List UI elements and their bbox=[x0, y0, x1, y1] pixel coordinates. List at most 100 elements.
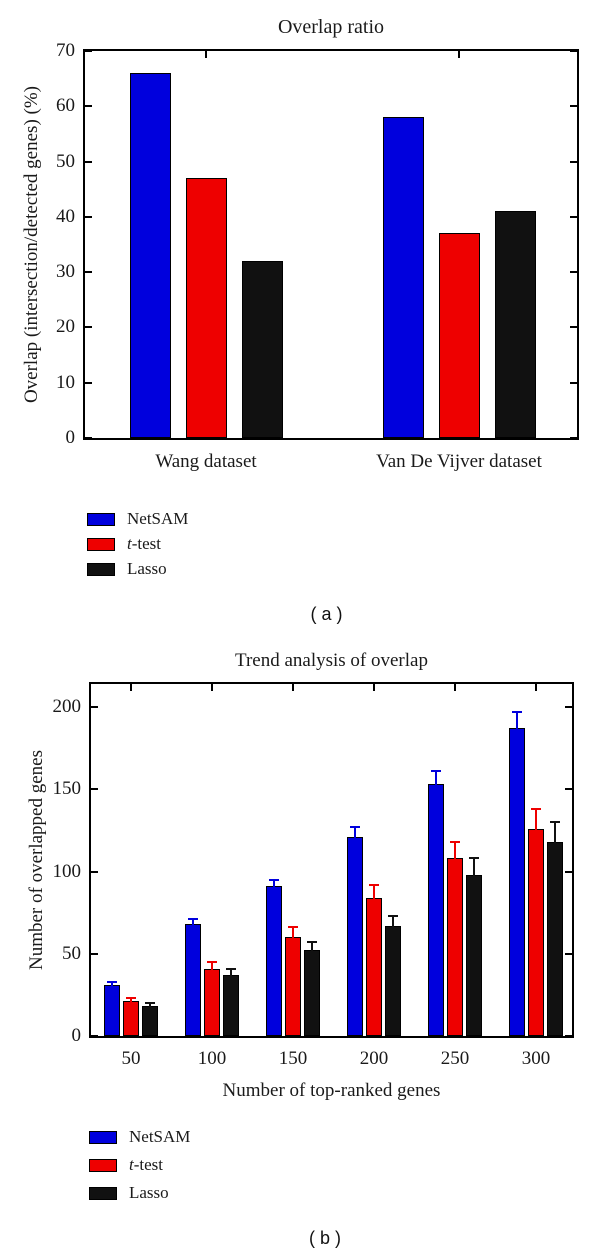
y-tick-label-50: 50 bbox=[62, 942, 81, 964]
y-tick-mark-left-30 bbox=[85, 271, 92, 274]
error-bar-netsam-50 bbox=[111, 981, 113, 987]
x-tick-mark-top-250 bbox=[454, 684, 456, 691]
panel-a-legend: NetSAM t-test Lasso bbox=[87, 509, 327, 589]
error-bar-lasso-100 bbox=[230, 968, 232, 977]
y-tick-mark-left-70 bbox=[85, 50, 92, 52]
bar-netsam-200 bbox=[347, 836, 363, 1036]
x-tick-mark-top-wang-dataset bbox=[205, 51, 207, 58]
x-category-label-100: 100 bbox=[197, 1048, 227, 1069]
bar-netsam-50 bbox=[104, 985, 120, 1036]
bar-t-test-van-de-vijver-dataset bbox=[438, 233, 480, 438]
y-tick-mark-left-60 bbox=[85, 105, 92, 108]
legend-swatch-netsam bbox=[89, 1130, 117, 1144]
error-bar-t-test-200 bbox=[373, 884, 375, 899]
bar-t-test-150 bbox=[285, 937, 301, 1036]
legend-swatch-lasso bbox=[87, 562, 115, 576]
y-tick-label-30: 30 bbox=[56, 261, 75, 283]
bar-lasso-100 bbox=[223, 975, 239, 1036]
error-bar-cap-t-test-300 bbox=[531, 808, 541, 811]
panel-b-plot-area bbox=[89, 682, 574, 1038]
x-tick-mark-top-200 bbox=[373, 684, 375, 691]
error-bar-cap-netsam-300 bbox=[512, 710, 522, 713]
panel-b-legend: NetSAM t-test Lasso bbox=[89, 1127, 329, 1215]
y-tick-mark-right-20 bbox=[570, 326, 577, 329]
legend-item-t-test: t-test bbox=[87, 534, 161, 554]
y-tick-mark-right-100 bbox=[565, 870, 572, 873]
panel-a-caption: ( a ) bbox=[310, 604, 343, 624]
panel-b-caption: ( b ) bbox=[308, 1228, 341, 1248]
error-bar-cap-lasso-150 bbox=[307, 941, 317, 944]
y-tick-mark-left-200 bbox=[91, 706, 98, 709]
error-bar-cap-lasso-300 bbox=[550, 821, 560, 824]
y-tick-mark-right-150 bbox=[565, 788, 572, 791]
legend-label-t-test: t-test bbox=[127, 534, 162, 553]
bar-netsam-wang-dataset bbox=[129, 73, 171, 438]
y-tick-mark-right-0 bbox=[570, 437, 577, 439]
x-category-label-200: 200 bbox=[359, 1048, 389, 1069]
bar-lasso-300 bbox=[547, 841, 563, 1036]
error-bar-cap-lasso-100 bbox=[226, 967, 236, 970]
legend-label-lasso: Lasso bbox=[129, 1183, 169, 1202]
y-tick-mark-right-60 bbox=[570, 105, 577, 108]
x-category-label-150: 150 bbox=[278, 1048, 308, 1069]
error-bar-lasso-50 bbox=[149, 1003, 151, 1008]
x-tick-mark-top-van-de-vijver-dataset bbox=[458, 51, 460, 58]
error-bar-t-test-300 bbox=[535, 809, 537, 830]
x-tick-mark-top-300 bbox=[535, 684, 537, 691]
x-tick-mark-top-50 bbox=[130, 684, 132, 691]
y-tick-label-0: 0 bbox=[71, 1025, 82, 1046]
error-bar-cap-t-test-150 bbox=[288, 926, 298, 929]
bar-lasso-250 bbox=[466, 874, 482, 1036]
bar-lasso-200 bbox=[385, 925, 401, 1036]
bar-t-test-250 bbox=[447, 858, 463, 1036]
y-tick-label-100: 100 bbox=[52, 860, 82, 882]
bar-netsam-150 bbox=[266, 886, 282, 1036]
error-bar-t-test-250 bbox=[454, 841, 456, 860]
legend-swatch-t-test bbox=[87, 537, 115, 551]
error-bar-cap-t-test-200 bbox=[369, 883, 379, 886]
legend-item-netsam: NetSAM bbox=[87, 509, 188, 529]
panel-b-title: Trend analysis of overlap bbox=[235, 650, 428, 671]
error-bar-lasso-200 bbox=[392, 915, 394, 927]
bar-netsam-100 bbox=[185, 924, 201, 1036]
bar-t-test-100 bbox=[204, 968, 220, 1036]
panel-b-x-axis-label: Number of top-ranked genes bbox=[222, 1080, 441, 1101]
bar-t-test-200 bbox=[366, 897, 382, 1036]
legend-item-netsam: NetSAM bbox=[89, 1127, 190, 1147]
bar-netsam-van-de-vijver-dataset bbox=[382, 117, 424, 438]
y-tick-label-200: 200 bbox=[52, 696, 82, 718]
x-tick-mark-top-100 bbox=[211, 684, 213, 691]
bar-lasso-50 bbox=[142, 1006, 158, 1036]
bar-lasso-van-de-vijver-dataset bbox=[494, 211, 536, 438]
x-category-label-50: 50 bbox=[121, 1048, 141, 1069]
legend-item-t-test: t-test bbox=[89, 1155, 163, 1175]
error-bar-netsam-300 bbox=[516, 711, 518, 730]
panel-a-y-axis-label: Overlap (intersection/detected genes) (%… bbox=[21, 85, 42, 404]
y-tick-mark-right-200 bbox=[565, 706, 572, 709]
error-bar-cap-netsam-150 bbox=[269, 878, 279, 881]
error-bar-lasso-150 bbox=[311, 942, 313, 952]
legend-swatch-lasso bbox=[89, 1186, 117, 1200]
error-bar-lasso-250 bbox=[473, 858, 475, 876]
error-bar-t-test-150 bbox=[292, 927, 294, 939]
y-tick-label-60: 60 bbox=[56, 95, 75, 117]
y-tick-mark-left-50 bbox=[91, 952, 98, 955]
error-bar-t-test-100 bbox=[211, 961, 213, 970]
error-bar-netsam-100 bbox=[192, 919, 194, 926]
x-tick-mark-top-150 bbox=[292, 684, 294, 691]
x-category-label-250: 250 bbox=[440, 1048, 470, 1069]
y-tick-mark-right-40 bbox=[570, 215, 577, 218]
legend-label-netsam: NetSAM bbox=[129, 1127, 191, 1146]
y-tick-mark-right-30 bbox=[570, 271, 577, 274]
error-bar-netsam-200 bbox=[354, 827, 356, 838]
y-tick-mark-left-40 bbox=[85, 215, 92, 218]
error-bar-cap-netsam-100 bbox=[188, 918, 198, 921]
x-category-label-van-de-vijver-dataset: Van De Vijver dataset bbox=[376, 451, 542, 472]
error-bar-cap-netsam-50 bbox=[107, 980, 117, 983]
legend-label-netsam: NetSAM bbox=[127, 509, 189, 528]
error-bar-netsam-150 bbox=[273, 879, 275, 888]
error-bar-cap-lasso-50 bbox=[145, 1002, 155, 1005]
y-tick-mark-right-50 bbox=[565, 952, 572, 955]
y-tick-mark-left-150 bbox=[91, 788, 98, 791]
